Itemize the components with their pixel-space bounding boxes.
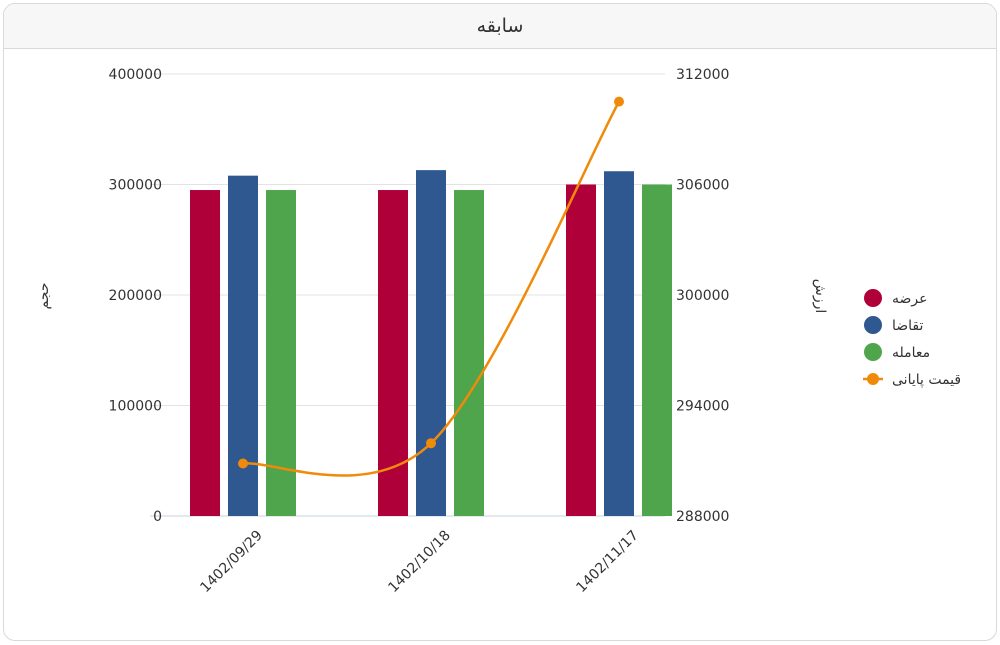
legend-label-demand[interactable]: تقاضا xyxy=(892,318,924,334)
bar-offer[interactable] xyxy=(190,190,220,516)
panel-header: سابقه xyxy=(4,4,996,49)
y-left-tick-label: 300000 xyxy=(109,178,162,194)
y-right-tick-label: 288000 xyxy=(676,509,729,525)
bar-trade[interactable] xyxy=(642,184,672,517)
x-tick-label: 1402/10/18 xyxy=(385,528,453,596)
y-right-tick-label: 312000 xyxy=(676,67,729,83)
y-left-tick-label: 0 xyxy=(153,509,162,525)
panel-title: سابقه xyxy=(476,15,524,37)
x-tick-label: 1402/09/29 xyxy=(197,528,265,596)
price-point[interactable] xyxy=(614,96,624,107)
legend-label-price[interactable]: قیمت پایانی xyxy=(892,372,961,388)
y-right-tick-label: 306000 xyxy=(676,178,729,194)
x-tick-label: 1402/11/17 xyxy=(573,528,641,596)
y-right-axis-title: ارزش xyxy=(812,279,828,314)
y-right-tick-label: 294000 xyxy=(676,399,729,415)
legend-point-marker xyxy=(867,373,879,385)
bar-offer[interactable] xyxy=(566,184,596,517)
bar-trade[interactable] xyxy=(454,190,484,516)
bars xyxy=(190,170,672,517)
price-line-path xyxy=(242,101,621,477)
y-left-tick-label: 400000 xyxy=(109,67,162,83)
legend-marker-offer xyxy=(864,289,882,307)
bar-trade[interactable] xyxy=(266,190,296,516)
y-left-tick-label: 200000 xyxy=(109,288,162,304)
legend-label-offer[interactable]: عرضه xyxy=(892,291,927,307)
legend-label-trade[interactable]: معامله xyxy=(892,345,930,361)
price-point[interactable] xyxy=(238,458,248,469)
bar-demand[interactable] xyxy=(416,170,446,516)
legend: عرضه تقاضا معامله قیمت پایانی xyxy=(863,289,961,388)
y-right-tick-label: 300000 xyxy=(676,288,729,304)
legend-marker-demand xyxy=(864,316,882,334)
y-left-tick-label: 100000 xyxy=(109,399,162,415)
price-line xyxy=(238,96,624,477)
history-panel: سابقه xyxy=(3,3,997,641)
bar-demand[interactable] xyxy=(604,171,634,517)
y-left-axis-title: حجم xyxy=(36,282,52,309)
price-point[interactable] xyxy=(426,438,436,449)
legend-marker-trade xyxy=(864,343,882,361)
